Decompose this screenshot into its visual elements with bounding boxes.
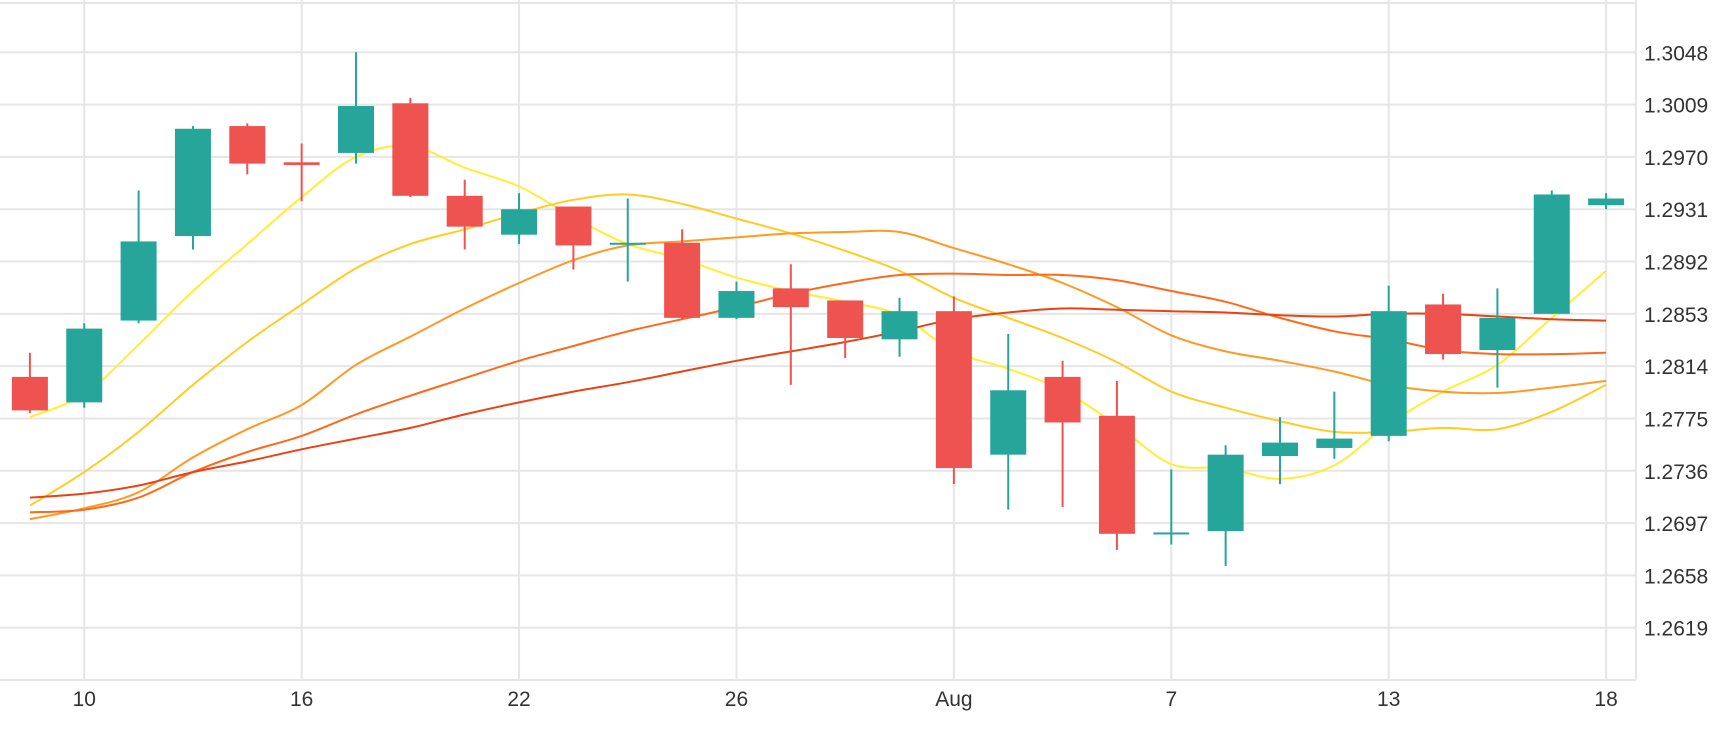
candle-body bbox=[1316, 438, 1353, 448]
candle-body bbox=[1533, 194, 1570, 314]
grid bbox=[0, 0, 1637, 681]
y-tick-label: 1.2658 bbox=[1644, 565, 1708, 588]
candle-body bbox=[718, 291, 755, 318]
y-tick-label: 1.3009 bbox=[1644, 95, 1708, 118]
x-tick-label: 13 bbox=[1377, 688, 1400, 711]
candle-body bbox=[1479, 317, 1516, 351]
candle-body bbox=[1207, 454, 1244, 532]
x-tick-label: Aug bbox=[935, 688, 972, 711]
candle-body bbox=[1153, 532, 1190, 535]
candles bbox=[11, 52, 1625, 566]
y-tick-label: 1.2970 bbox=[1644, 147, 1708, 170]
x-tick-label: 16 bbox=[290, 688, 313, 711]
candle-body bbox=[772, 288, 809, 308]
y-tick-label: 1.2892 bbox=[1644, 252, 1708, 275]
candle-body bbox=[555, 206, 592, 246]
y-tick-label: 1.2697 bbox=[1644, 513, 1708, 536]
y-tick-label: 1.2931 bbox=[1644, 199, 1708, 222]
moving-average-line bbox=[29, 229, 1607, 521]
candle-body bbox=[664, 242, 701, 318]
candle-body bbox=[446, 195, 483, 227]
candle-body bbox=[609, 242, 646, 245]
candle-body bbox=[338, 105, 375, 153]
candle-body bbox=[1425, 304, 1462, 355]
candle-body bbox=[229, 126, 266, 164]
candle-body bbox=[66, 328, 103, 403]
moving-average-line bbox=[29, 307, 1607, 499]
candle-body bbox=[501, 209, 538, 235]
y-tick-label: 1.2853 bbox=[1644, 304, 1708, 327]
candle-body bbox=[1044, 376, 1081, 423]
candle-body bbox=[283, 162, 320, 165]
candle-body bbox=[1588, 198, 1625, 206]
candle-body bbox=[827, 300, 864, 338]
candle-body bbox=[174, 128, 211, 237]
x-tick-label: 26 bbox=[725, 688, 748, 711]
moving-average-lines bbox=[29, 144, 1607, 521]
y-tick-label: 1.3048 bbox=[1644, 42, 1708, 65]
x-tick-label: 22 bbox=[507, 688, 530, 711]
candle-body bbox=[392, 103, 429, 196]
moving-average-line bbox=[29, 193, 1607, 507]
y-tick-label: 1.2736 bbox=[1644, 461, 1708, 484]
moving-average-line bbox=[29, 144, 1607, 480]
moving-average-line bbox=[29, 272, 1607, 514]
candle-body bbox=[1261, 442, 1298, 457]
y-tick-label: 1.2775 bbox=[1644, 408, 1708, 431]
candle-body bbox=[881, 311, 918, 340]
candle-body bbox=[120, 241, 157, 321]
axes: 1.3048 1.3009 1.2970 1.2931 1.2892 1.2853 1.28… bbox=[73, 42, 1709, 711]
x-tick-label: 18 bbox=[1594, 688, 1617, 711]
candle-body bbox=[935, 311, 972, 469]
x-tick-label: 10 bbox=[73, 688, 96, 711]
candle-body bbox=[11, 376, 48, 411]
y-tick-label: 1.2814 bbox=[1644, 356, 1709, 379]
candle-body bbox=[990, 390, 1027, 455]
candle-body bbox=[1370, 311, 1407, 436]
candle-body bbox=[1098, 415, 1135, 534]
y-tick-label: 1.2619 bbox=[1644, 618, 1708, 641]
x-tick-label: 7 bbox=[1165, 688, 1177, 711]
